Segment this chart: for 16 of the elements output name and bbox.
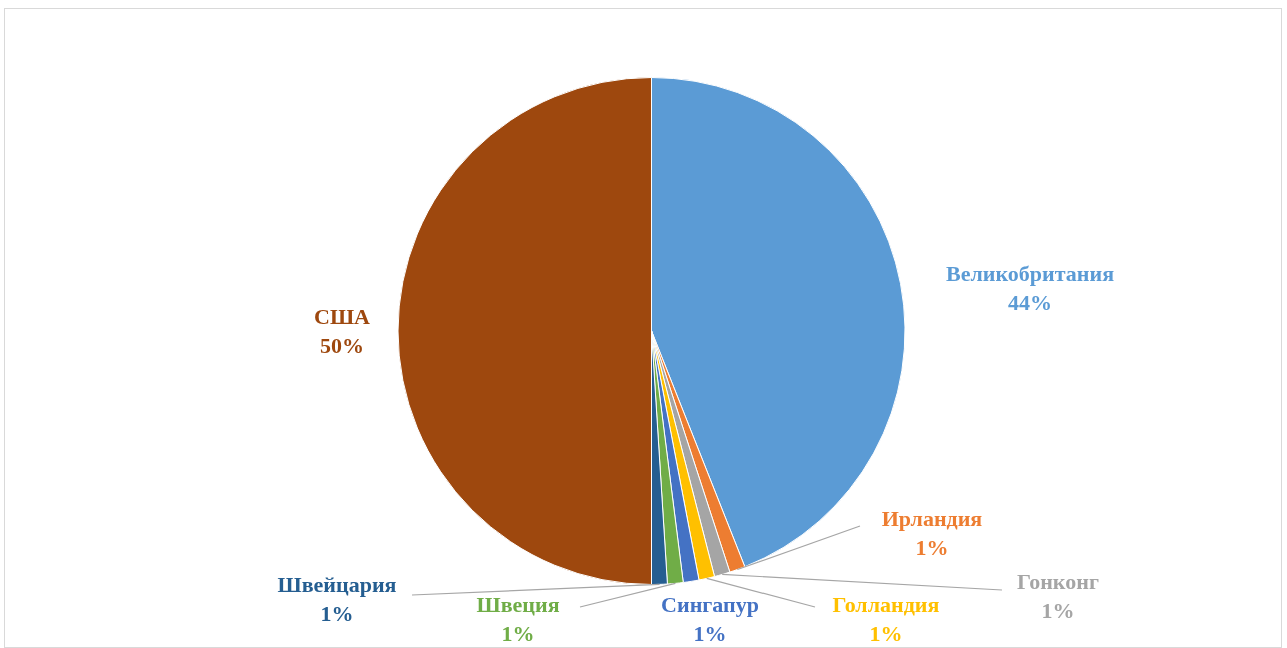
data-label: 44% (1008, 289, 1052, 315)
slice-label: Голландия (832, 591, 940, 617)
data-label: 1% (869, 620, 903, 646)
data-label: 50% (320, 332, 364, 358)
slice-label: Великобритания (945, 260, 1115, 286)
data-label: 1% (501, 620, 535, 646)
data-label: 1% (915, 534, 949, 560)
slice-label: США (314, 303, 371, 329)
slice-label: Гонконг (1017, 568, 1099, 594)
data-label: 1% (1041, 597, 1075, 623)
data-label: 1% (693, 620, 727, 646)
slice-label: Сингапур (661, 591, 759, 617)
data-label: 1% (320, 600, 354, 626)
slice-label: Швеция (476, 591, 560, 617)
slice-label: Ирландия (881, 505, 983, 531)
slice-label: Швейцария (277, 571, 397, 597)
